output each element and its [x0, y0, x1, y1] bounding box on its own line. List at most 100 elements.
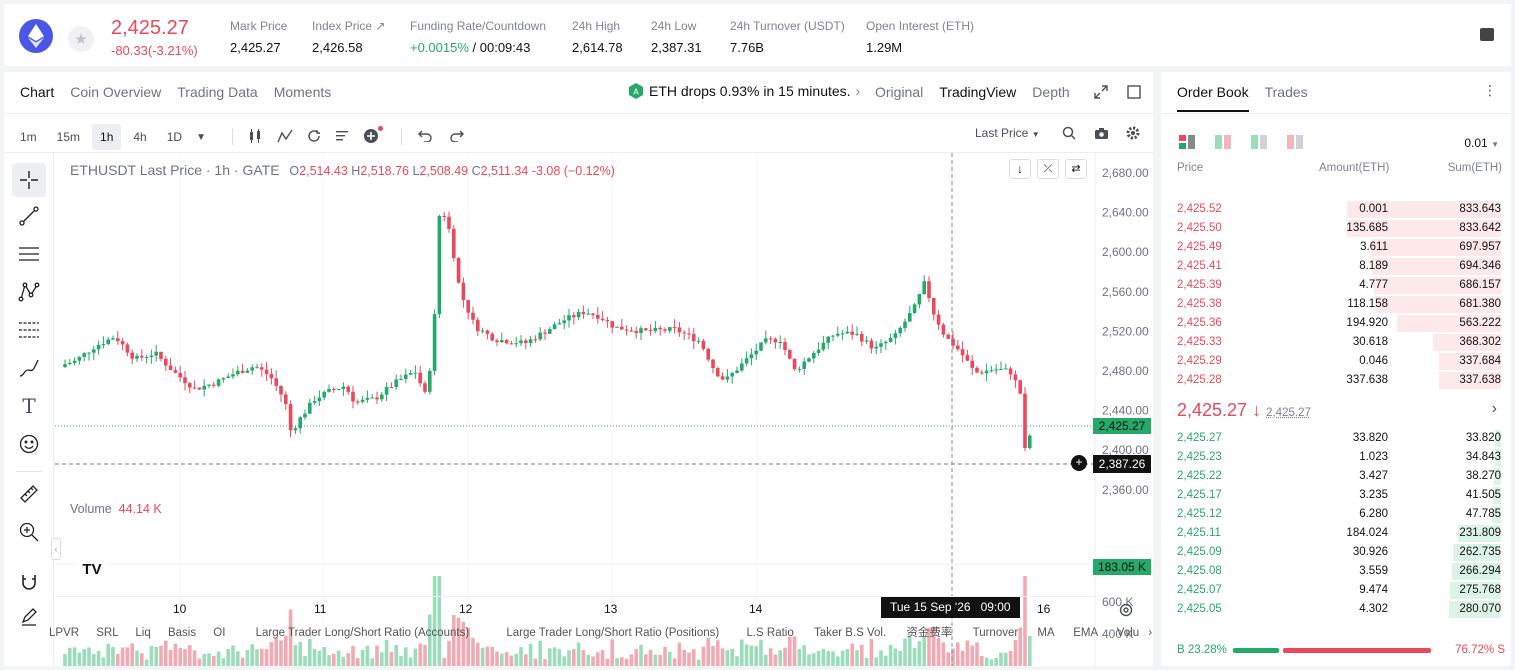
- chevron-right-icon[interactable]: ›: [1491, 400, 1497, 417]
- indicators-icon[interactable]: [277, 129, 293, 146]
- bid-row[interactable]: 2,425.11 184.024 231.809: [1161, 524, 1511, 543]
- search-icon[interactable]: [1058, 122, 1080, 144]
- tab-chart[interactable]: Chart: [20, 84, 55, 100]
- camera-icon[interactable]: [1090, 122, 1112, 144]
- swap-icon[interactable]: ⇄: [1065, 159, 1087, 179]
- depth-bar: [1397, 315, 1501, 332]
- ask-row[interactable]: 2,425.52 0.001 833.643: [1161, 200, 1511, 219]
- zoom-in-tool-icon[interactable]: [18, 521, 40, 543]
- guide-book-icon[interactable]: [1480, 28, 1494, 41]
- window-icon[interactable]: [1123, 81, 1145, 103]
- tf-4h[interactable]: 4h: [133, 130, 147, 144]
- indicator-ls-accounts[interactable]: Large Trader Long/Short Ratio (Accounts): [255, 627, 470, 639]
- settings-gear-icon[interactable]: [1122, 122, 1144, 144]
- magnet-tool-icon[interactable]: [18, 571, 40, 593]
- bid-row[interactable]: 2,425.05 4.302 280.070: [1161, 600, 1511, 619]
- tab-tradingview[interactable]: TradingView: [939, 84, 1017, 100]
- indicator-basis[interactable]: Basis: [167, 627, 197, 639]
- ask-row[interactable]: 2,425.29 0.046 337.684: [1161, 352, 1511, 371]
- indicator-liq[interactable]: Liq: [135, 627, 151, 639]
- tab-moments[interactable]: Moments: [273, 84, 332, 100]
- tf-1m[interactable]: 1m: [20, 130, 37, 144]
- tab-original[interactable]: Original: [875, 84, 924, 100]
- indicator-srl[interactable]: SRL: [96, 627, 119, 639]
- indicator-ls-ratio[interactable]: L.S Ratio: [746, 627, 794, 639]
- collapse-toolbar-button[interactable]: ‹: [51, 538, 61, 560]
- book-bids-icon[interactable]: [1215, 135, 1231, 149]
- tab-trading-data[interactable]: Trading Data: [177, 84, 258, 100]
- price-mode-select[interactable]: Last Price ▼: [975, 126, 1040, 140]
- volume-bar: [864, 657, 869, 666]
- tf-1d[interactable]: 1D: [166, 130, 183, 144]
- ask-row[interactable]: 2,425.36 194.920 563.222: [1161, 314, 1511, 333]
- bid-row[interactable]: 2,425.09 30.926 262.735: [1161, 543, 1511, 562]
- template-icon[interactable]: [335, 129, 349, 146]
- volume-bar: [821, 648, 826, 666]
- fib-tool-icon[interactable]: [18, 319, 40, 341]
- collapse-icon[interactable]: ⤫: [1037, 159, 1059, 179]
- indicator-ls-positions[interactable]: Large Trader Long/Short Ratio (Positions…: [506, 627, 720, 639]
- add-order-icon[interactable]: +: [1071, 455, 1087, 471]
- news-alert[interactable]: A ETH drops 0.93% in 15 minutes. ›: [628, 83, 860, 99]
- tab-depth[interactable]: Depth: [1032, 84, 1070, 100]
- ask-row[interactable]: 2,425.39 4.777 686.157: [1161, 276, 1511, 295]
- precision-select[interactable]: 0.01 ▼: [1464, 136, 1499, 150]
- refresh-icon[interactable]: [307, 129, 321, 146]
- book-asks-only-icon[interactable]: [1287, 135, 1303, 149]
- horizontal-lines-tool-icon[interactable]: [18, 243, 40, 265]
- candle: [596, 314, 600, 319]
- volume-bar: [677, 642, 682, 666]
- tab-order-book[interactable]: Order Book: [1177, 84, 1249, 112]
- ask-row[interactable]: 2,425.50 135.685 833.642: [1161, 219, 1511, 238]
- price-chart[interactable]: 2,680.00 2,640.00 2,600.00 2,560.00 2,520.00…: [55, 153, 1153, 666]
- bid-row[interactable]: 2,425.27 33.820 33.820: [1161, 429, 1511, 448]
- candle-type-icon[interactable]: [247, 128, 263, 146]
- bid-row[interactable]: 2,425.08 3.559 266.294: [1161, 562, 1511, 581]
- lock-pen-tool-icon[interactable]: [18, 605, 40, 627]
- book-both-icon[interactable]: [1179, 135, 1195, 149]
- indicator-ma[interactable]: MA: [1037, 627, 1055, 639]
- stat-24h-high: 24h High 2,614.78: [572, 19, 623, 55]
- text-tool-icon[interactable]: T: [22, 394, 36, 418]
- bid-row[interactable]: 2,425.23 1.023 34.843: [1161, 448, 1511, 467]
- indicator-taker-vol[interactable]: Taker B.S Vol.: [813, 627, 887, 639]
- indicator-volume[interactable]: Volu: [1116, 627, 1140, 639]
- ask-row[interactable]: 2,425.33 30.618 368.302: [1161, 333, 1511, 352]
- bid-row[interactable]: 2,425.17 3.235 41.505: [1161, 486, 1511, 505]
- emoji-tool-icon[interactable]: [18, 433, 40, 455]
- tab-trades[interactable]: Trades: [1264, 84, 1308, 100]
- indicator-lpvr[interactable]: LPVR: [49, 627, 80, 639]
- indicator-oi[interactable]: OI: [213, 627, 226, 639]
- tab-coin-overview[interactable]: Coin Overview: [70, 84, 162, 100]
- ask-row[interactable]: 2,425.49 3.611 697.957: [1161, 238, 1511, 257]
- ask-row[interactable]: 2,425.38 118.158 681.380: [1161, 295, 1511, 314]
- tf-dropdown-icon[interactable]: ▼: [196, 131, 206, 143]
- ask-row[interactable]: 2,425.28 337.638 337.638: [1161, 371, 1511, 390]
- bid-row[interactable]: 2,425.22 3.427 38.270: [1161, 467, 1511, 486]
- indicator-turnover[interactable]: Turnover: [972, 627, 1019, 639]
- ask-row[interactable]: 2,425.41 8.189 694.346: [1161, 257, 1511, 276]
- expand-icon[interactable]: [1090, 81, 1112, 103]
- trendline-tool-icon[interactable]: [18, 205, 40, 227]
- arrow-down-icon[interactable]: ↓: [1009, 159, 1031, 179]
- pattern-tool-icon[interactable]: [18, 281, 40, 303]
- indicator-ema[interactable]: EMA: [1073, 627, 1098, 639]
- volume-bar: [663, 646, 667, 666]
- add-alert-icon[interactable]: [363, 125, 383, 147]
- crosshair-tool-icon[interactable]: [12, 163, 46, 197]
- tf-15m[interactable]: 15m: [56, 130, 81, 144]
- indicator-funding[interactable]: 资金费率: [906, 627, 953, 639]
- redo-icon[interactable]: [450, 130, 464, 145]
- book-bids-only-icon[interactable]: [1251, 135, 1267, 149]
- bid-row[interactable]: 2,425.12 6.280 47.785: [1161, 505, 1511, 524]
- tf-1h[interactable]: 1h: [92, 124, 122, 150]
- bid-row[interactable]: 2,425.07 9.474 275.768: [1161, 581, 1511, 600]
- stat-index-price[interactable]: Index Price ↗ 2,426.58: [312, 19, 386, 55]
- undo-icon[interactable]: [417, 130, 432, 145]
- ruler-tool-icon[interactable]: [18, 483, 40, 505]
- chevron-right-icon[interactable]: ›: [1148, 627, 1153, 639]
- axis-settings-icon[interactable]: [1115, 599, 1137, 621]
- more-options-icon[interactable]: ⋮: [1483, 82, 1497, 98]
- brush-tool-icon[interactable]: [18, 357, 40, 379]
- favorite-star-icon[interactable]: ★: [68, 26, 94, 52]
